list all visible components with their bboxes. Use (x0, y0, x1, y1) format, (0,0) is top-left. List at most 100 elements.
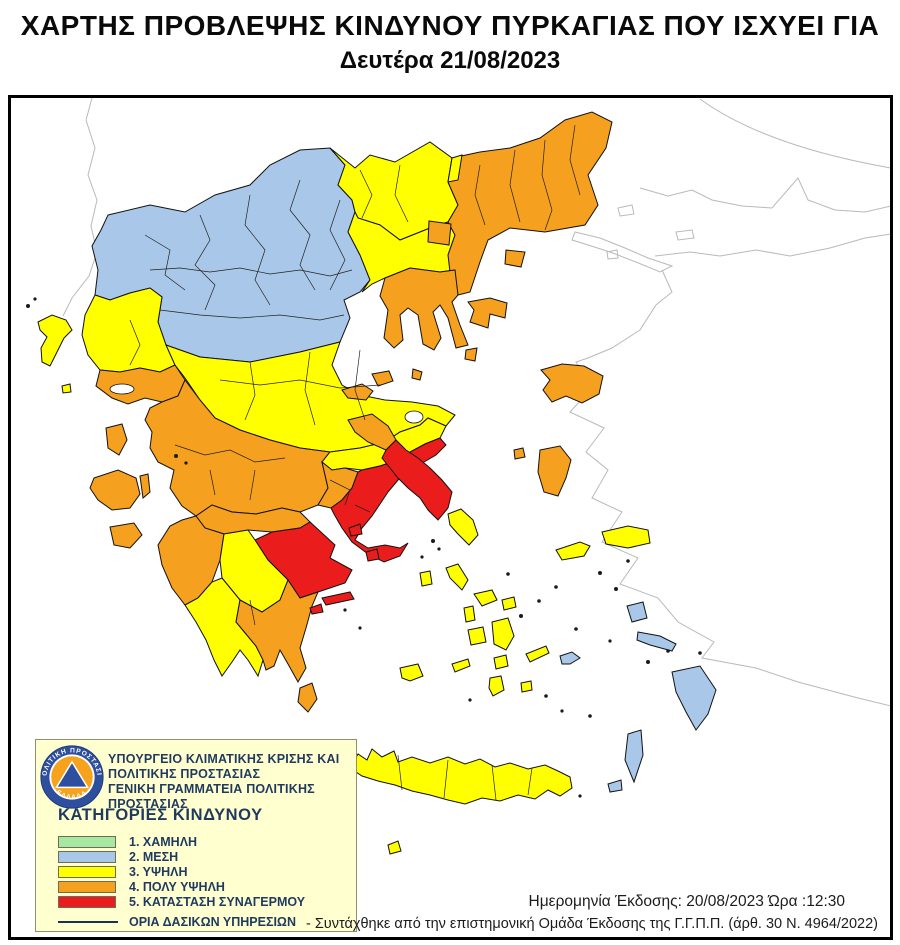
region-zakynthos (109, 522, 143, 549)
agency-line-1: ΥΠΟΥΡΓΕΙΟ ΚΛΙΜΑΤΙΚΗΣ ΚΡΙΣΗΣ ΚΑΙ (108, 752, 340, 766)
region-astypalaia (559, 651, 581, 665)
region-psara (513, 447, 526, 460)
neighbor-coastlines (62, 98, 890, 707)
agency-line-3: ΓΕΝΙΚΗ ΓΡΑΜΜΑΤΕΙΑ ΠΟΛΙΤΙΚΗΣ ΠΡΟΣΤΑΣΙΑΣ (108, 782, 315, 811)
region-kea (419, 570, 433, 587)
region-samothrace (504, 249, 526, 268)
legend-row-medium: 2. ΜΕΣΗ (58, 849, 305, 864)
region-lemnos (467, 297, 508, 329)
high-risk-label: 3. ΥΨΗΛΗ (129, 864, 188, 879)
region-naxos (491, 617, 515, 651)
region-paxoi (61, 383, 72, 394)
region-agios-efstratios (464, 347, 478, 362)
pagasetic-gulf (404, 410, 424, 424)
legend-row-alert: 5. ΚΑΤΑΣΤΑΣΗ ΣΥΝΑΓΕΡΜΟΥ (58, 894, 305, 909)
region-salamina (348, 523, 363, 537)
gulf-inlets (109, 383, 424, 424)
region-thrace (447, 111, 613, 296)
amvrakikos-gulf (109, 383, 135, 395)
legend-rows: 1. ΧΑΜΗΛΗ 2. ΜΕΣΗ 3. ΥΨΗΛΗ 4. ΠΟΛΥ ΥΨΗΛΗ… (58, 834, 305, 909)
imbros-island (617, 204, 635, 217)
medium-risk-swatch (58, 850, 116, 863)
tenedos-island (606, 249, 619, 260)
legend-row-very-high: 4. ΠΟΛΥ ΥΨΗΛΗ (58, 879, 305, 894)
region-ios (493, 654, 509, 670)
region-ikaria (555, 541, 591, 561)
alert-risk-swatch (58, 895, 116, 908)
legend-row-low: 1. ΧΑΜΗΛΗ (58, 834, 305, 849)
region-anafi (520, 680, 533, 693)
turkey-marmara-south-coast (654, 233, 890, 257)
region-kalymnos (626, 601, 648, 623)
region-skyros (447, 508, 479, 546)
region-hydra (321, 591, 355, 606)
region-laconia (235, 578, 319, 684)
low-risk-label: 1. ΧΑΜΗΛΗ (129, 834, 198, 849)
title-line-1: ΧΑΡΤΗΣ ΠΡΟΒΛΕΨΗΣ ΚΙΝΔΥΝΟΥ ΠΥΡΚΑΓΙΑΣ ΠΟΥ … (20, 10, 880, 41)
region-rhodes (671, 665, 717, 731)
medium-risk-label: 2. ΜΕΣΗ (129, 849, 179, 864)
footer: Ημερομηνία Έκδοσης: 20/08/2023 Ώρα :12:3… (306, 893, 878, 932)
low-risk-swatch (58, 835, 116, 848)
region-kasos (607, 779, 623, 793)
greece-fire-risk-map (26, 98, 890, 855)
region-alonissos (371, 368, 423, 387)
very-high-risk-swatch (58, 880, 116, 893)
region-crete (349, 748, 573, 805)
forest-boundary-row: ΟΡΙΑ ΔΑΣΙΚΩΝ ΥΠΗΡΕΣΙΩΝ (58, 914, 296, 930)
turkey-marmara-north-coast (639, 177, 890, 213)
region-kythira (297, 682, 318, 713)
region-chalkidiki (379, 267, 469, 351)
region-karpathos (624, 729, 644, 784)
region-kefalonia (89, 469, 141, 511)
legend-row-high: 3. ΥΨΗΛΗ (58, 864, 305, 879)
region-santorini (488, 675, 505, 697)
legend-heading: ΚΑΤΗΓΟΡΙΕΣ ΚΙΝΔΥΝΟΥ (58, 806, 263, 824)
high-risk-swatch (58, 865, 116, 878)
region-messenia (184, 577, 264, 678)
region-chios (537, 445, 572, 497)
very-high-risk-label: 4. ΠΟΛΥ ΥΨΗΛΗ (129, 879, 225, 894)
region-spetses (309, 603, 324, 615)
map-title: ΧΑΡΤΗΣ ΠΡΟΒΛΕΨΗΣ ΚΙΝΔΥΝΟΥ ΠΥΡΚΑΓΙΑΣ ΠΟΥ … (0, 6, 900, 76)
region-gavdos (387, 840, 402, 855)
region-syros (463, 605, 476, 623)
region-epirus (81, 287, 176, 373)
civil-protection-logo: ΠΟΛΙΤΙΚΗ ΠΡΟΣΤΑΣΙΑ ΕΛΛΑΔΑ (39, 744, 104, 809)
alert-risk-label: 5. ΚΑΤΑΣΤΑΣΗ ΣΥΝΑΓΕΡΜΟΥ (129, 894, 306, 909)
region-lefkada (105, 423, 128, 456)
region-andros (445, 563, 469, 591)
region-samos (601, 525, 651, 549)
turkey-aegean-coast (569, 269, 890, 707)
issue-date-line: Ημερομηνία Έκδοσης: 20/08/2023 Ώρα :12:3… (528, 893, 845, 910)
small-islets (26, 297, 702, 798)
region-kos (636, 631, 677, 652)
map-frame: ΠΟΛΙΤΙΚΗ ΠΡΟΣΤΑΣΙΑ ΕΛΛΑΔΑ ΥΠΟΥΡΓΕΙΟ ΚΛΙΜ… (8, 95, 893, 940)
title-date: Δευτέρα 21/08/2023 (339, 47, 561, 74)
credit-line: - Συντάχθηκε από την επιστημονική Ομάδα … (305, 916, 878, 932)
albania-coastline (62, 98, 98, 317)
region-folegandros (451, 658, 471, 673)
region-aegina (365, 548, 380, 562)
island-regions (37, 220, 717, 855)
region-corfu (37, 314, 73, 367)
region-tinos (473, 589, 498, 607)
turkey-black-sea-coast (699, 98, 890, 169)
agency-line-2: ΠΟΛΙΤΙΚΗΣ ΠΡΟΣΤΑΣΙΑΣ (108, 767, 261, 781)
legend-box: ΠΟΛΙΤΙΚΗ ΠΡΟΣΤΑΣΙΑ ΕΛΛΑΔΑ ΥΠΟΥΡΓΕΙΟ ΚΛΙΜ… (35, 739, 357, 932)
region-amorgos (525, 645, 550, 663)
marmara-island (675, 229, 695, 241)
region-lesbos (540, 363, 604, 404)
logo-triangle (55, 760, 89, 789)
agency-text: ΥΠΟΥΡΓΕΙΟ ΚΛΙΜΑΤΙΚΗΣ ΚΡΙΣΗΣ ΚΑΙ ΠΟΛΙΤΙΚΗ… (108, 752, 354, 812)
region-evia (381, 439, 453, 521)
region-ithaki (139, 473, 151, 499)
mainland-regions (81, 111, 613, 684)
district-borders (129, 124, 581, 801)
region-sporades (341, 383, 374, 401)
region-mykonos (501, 596, 517, 611)
region-thasos (427, 220, 452, 246)
forest-boundary-line-symbol (58, 921, 118, 923)
region-thrace-yellow-sliver (447, 154, 463, 183)
region-milos (399, 663, 424, 682)
